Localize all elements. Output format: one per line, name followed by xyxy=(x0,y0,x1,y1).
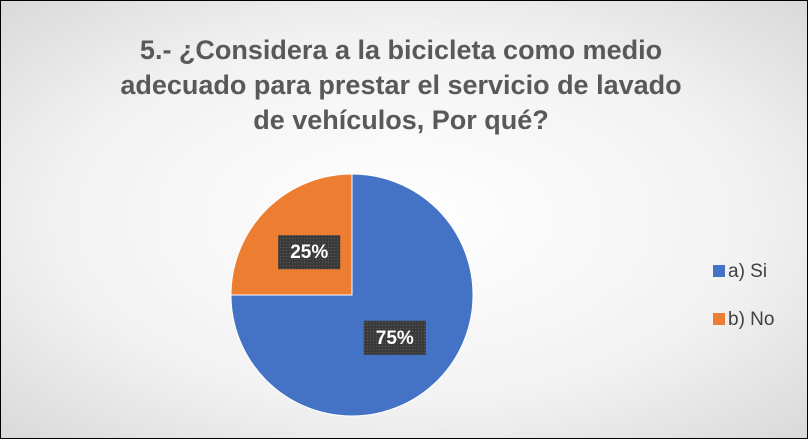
legend-label: b) No xyxy=(728,309,774,330)
legend-label: a) Si xyxy=(728,261,767,282)
data-label: 75% xyxy=(376,328,414,349)
pie-slice xyxy=(230,173,353,296)
chart-title: 5.- ¿Considera a la bicicleta como medio… xyxy=(120,35,682,135)
data-label-box xyxy=(278,235,341,270)
data-label: 25% xyxy=(290,242,328,263)
legend-swatch xyxy=(713,265,725,277)
legend-swatch xyxy=(713,313,725,325)
data-label-box xyxy=(363,320,426,355)
